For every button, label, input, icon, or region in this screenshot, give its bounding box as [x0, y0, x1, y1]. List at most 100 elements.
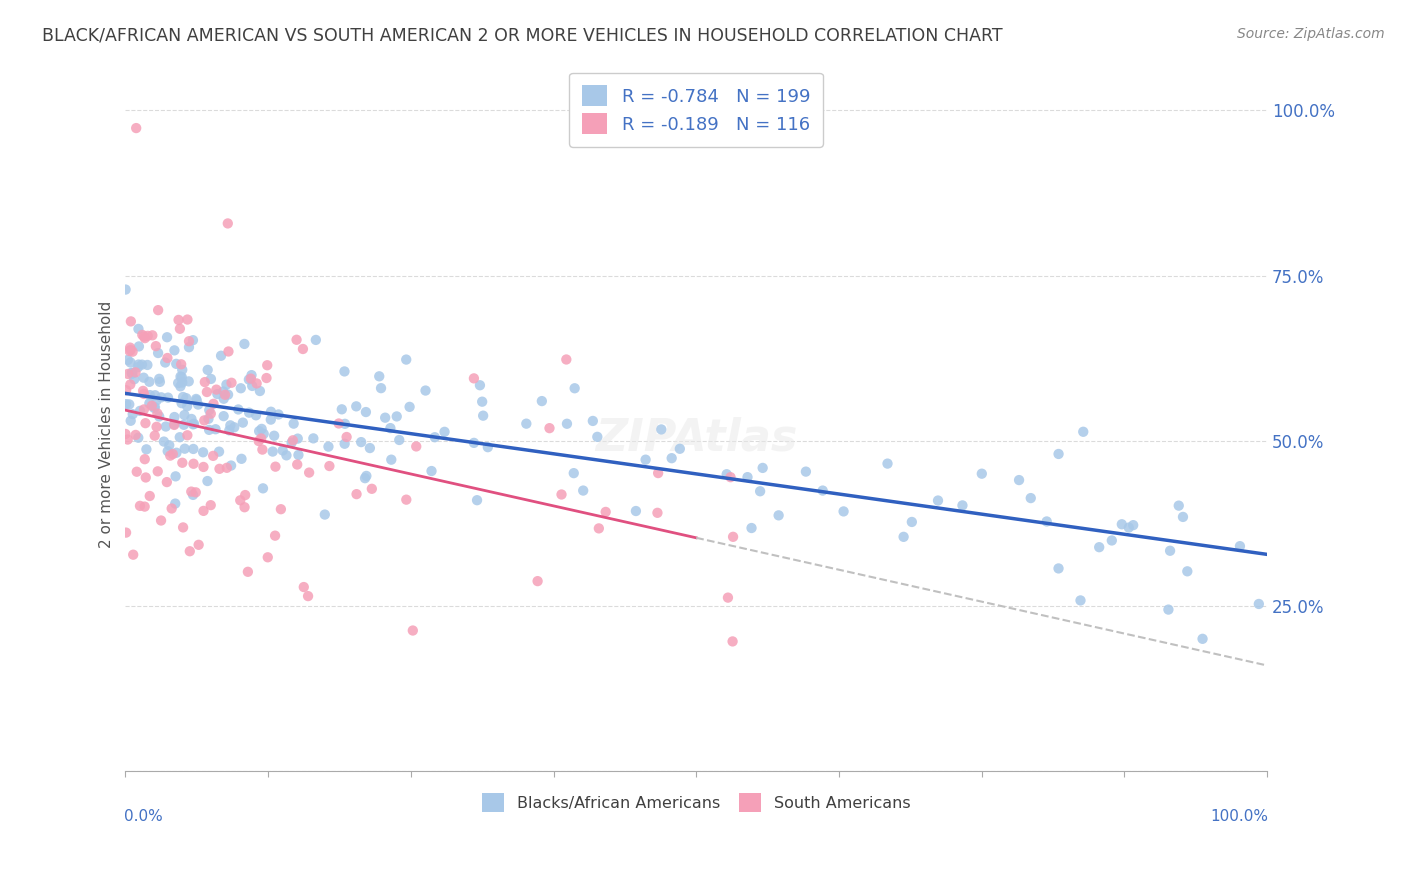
Point: [465, 493, 488, 508]
Point: [240, 368, 263, 383]
Point: [134, 452, 156, 467]
Point: [661, 451, 683, 466]
Point: [132, 387, 155, 401]
Point: [177, 375, 200, 389]
Point: [395, 352, 418, 367]
Point: [267, 408, 290, 422]
Point: [118, 397, 141, 411]
Point: [246, 376, 269, 391]
Point: [156, 351, 179, 365]
Point: [586, 430, 609, 444]
Point: [160, 501, 183, 516]
Point: [538, 421, 561, 435]
Point: [120, 314, 142, 328]
Point: [247, 434, 270, 448]
Point: [1175, 564, 1198, 578]
Point: [471, 394, 494, 409]
Point: [167, 313, 190, 327]
Point: [229, 493, 252, 508]
Point: [183, 457, 205, 471]
Point: [195, 384, 218, 399]
Point: [245, 409, 267, 423]
Point: [141, 328, 163, 343]
Point: [136, 329, 159, 343]
Point: [148, 372, 170, 386]
Point: [463, 371, 485, 385]
Point: [669, 442, 692, 456]
Point: [749, 484, 772, 499]
Point: [202, 397, 225, 411]
Point: [420, 464, 443, 478]
Point: [128, 358, 150, 372]
Point: [181, 417, 204, 432]
Point: [136, 358, 159, 372]
Point: [172, 390, 194, 404]
Point: [193, 413, 215, 427]
Point: [135, 442, 157, 457]
Point: [139, 489, 162, 503]
Point: [634, 452, 657, 467]
Point: [264, 459, 287, 474]
Point: [132, 329, 155, 343]
Point: [121, 367, 143, 381]
Point: [200, 407, 222, 421]
Point: [115, 525, 138, 540]
Point: [249, 384, 271, 398]
Point: [156, 444, 179, 458]
Point: [270, 502, 292, 516]
Point: [156, 391, 179, 405]
Point: [200, 372, 222, 386]
Point: [187, 398, 209, 412]
Point: [146, 407, 169, 421]
Point: [176, 428, 198, 442]
Point: [169, 379, 191, 393]
Point: [125, 121, 148, 136]
Point: [156, 475, 179, 489]
Point: [163, 417, 186, 432]
Point: [124, 428, 146, 442]
Point: [172, 520, 194, 534]
Point: [217, 387, 239, 401]
Point: [198, 403, 221, 417]
Point: [143, 401, 166, 415]
Point: [287, 448, 309, 462]
Point: [200, 498, 222, 512]
Point: [280, 435, 302, 450]
Point: [146, 464, 169, 478]
Point: [264, 529, 287, 543]
Point: [1122, 518, 1144, 533]
Point: [1159, 543, 1181, 558]
Point: [333, 436, 356, 450]
Point: [124, 365, 146, 379]
Point: [811, 483, 834, 498]
Point: [737, 470, 759, 484]
Point: [139, 388, 162, 402]
Point: [285, 458, 308, 472]
Point: [328, 417, 350, 431]
Point: [127, 431, 149, 445]
Point: [1019, 491, 1042, 505]
Point: [721, 530, 744, 544]
Point: [169, 322, 191, 336]
Point: [472, 409, 495, 423]
Point: [236, 565, 259, 579]
Point: [256, 371, 278, 385]
Point: [402, 624, 425, 638]
Point: [169, 369, 191, 384]
Point: [262, 444, 284, 458]
Text: Source: ZipAtlas.com: Source: ZipAtlas.com: [1237, 27, 1385, 41]
Point: [132, 402, 155, 417]
Point: [572, 483, 595, 498]
Point: [415, 384, 437, 398]
Point: [302, 431, 325, 445]
Text: 0.0%: 0.0%: [124, 809, 163, 824]
Point: [344, 400, 367, 414]
Point: [205, 383, 228, 397]
Point: [172, 376, 194, 390]
Point: [202, 449, 225, 463]
Point: [143, 428, 166, 442]
Point: [121, 407, 143, 421]
Point: [135, 470, 157, 484]
Point: [395, 492, 418, 507]
Point: [212, 384, 235, 399]
